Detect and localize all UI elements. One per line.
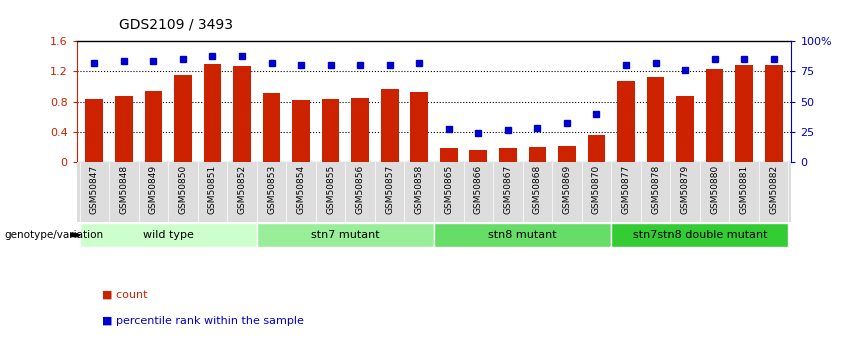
- Bar: [381, 89, 398, 162]
- Text: stn7stn8 double mutant: stn7stn8 double mutant: [632, 230, 767, 240]
- Text: GSM50877: GSM50877: [621, 165, 631, 214]
- Bar: [322, 99, 340, 162]
- Bar: [174, 75, 191, 162]
- Text: GSM50881: GSM50881: [740, 165, 749, 214]
- Text: GSM50848: GSM50848: [119, 165, 129, 214]
- Text: GSM50851: GSM50851: [208, 165, 217, 214]
- FancyBboxPatch shape: [434, 223, 611, 247]
- Text: GSM50850: GSM50850: [179, 165, 187, 214]
- Bar: [647, 77, 665, 162]
- Text: GSM50852: GSM50852: [237, 165, 247, 214]
- Bar: [558, 146, 576, 162]
- Bar: [440, 148, 458, 162]
- Text: GSM50853: GSM50853: [267, 165, 276, 214]
- Bar: [410, 92, 428, 162]
- FancyBboxPatch shape: [79, 223, 257, 247]
- Text: GSM50865: GSM50865: [444, 165, 454, 214]
- Bar: [292, 100, 310, 162]
- Text: GSM50854: GSM50854: [297, 165, 306, 214]
- Bar: [735, 66, 753, 162]
- Bar: [617, 80, 635, 162]
- Bar: [470, 150, 487, 162]
- Text: GSM50857: GSM50857: [386, 165, 394, 214]
- Text: GDS2109 / 3493: GDS2109 / 3493: [119, 17, 233, 31]
- Bar: [499, 148, 517, 162]
- Text: GSM50869: GSM50869: [563, 165, 571, 214]
- Text: ■ percentile rank within the sample: ■ percentile rank within the sample: [102, 316, 304, 326]
- Bar: [263, 92, 281, 162]
- Text: GSM50868: GSM50868: [533, 165, 542, 214]
- Text: GSM50856: GSM50856: [356, 165, 365, 214]
- Text: GSM50866: GSM50866: [474, 165, 483, 214]
- Text: wild type: wild type: [143, 230, 193, 240]
- FancyBboxPatch shape: [257, 223, 434, 247]
- Bar: [85, 99, 103, 162]
- Text: ■ count: ■ count: [102, 290, 147, 300]
- Bar: [233, 66, 251, 162]
- FancyBboxPatch shape: [611, 223, 789, 247]
- Text: genotype/variation: genotype/variation: [4, 230, 103, 240]
- Text: GSM50880: GSM50880: [710, 165, 719, 214]
- Text: stn7 mutant: stn7 mutant: [311, 230, 380, 240]
- Bar: [203, 64, 221, 162]
- Text: GSM50882: GSM50882: [769, 165, 778, 214]
- Text: GSM50847: GSM50847: [90, 165, 99, 214]
- Text: GSM50879: GSM50879: [681, 165, 689, 214]
- Bar: [677, 96, 694, 162]
- Bar: [351, 98, 369, 162]
- Text: GSM50867: GSM50867: [503, 165, 512, 214]
- Bar: [705, 69, 723, 162]
- Bar: [765, 66, 783, 162]
- Text: stn8 mutant: stn8 mutant: [488, 230, 557, 240]
- Text: GSM50878: GSM50878: [651, 165, 660, 214]
- Bar: [145, 91, 163, 162]
- Text: GSM50855: GSM50855: [326, 165, 335, 214]
- Text: GSM50849: GSM50849: [149, 165, 158, 214]
- Text: GSM50858: GSM50858: [414, 165, 424, 214]
- Bar: [528, 147, 546, 162]
- Text: GSM50870: GSM50870: [592, 165, 601, 214]
- Bar: [115, 96, 133, 162]
- Bar: [587, 136, 605, 162]
